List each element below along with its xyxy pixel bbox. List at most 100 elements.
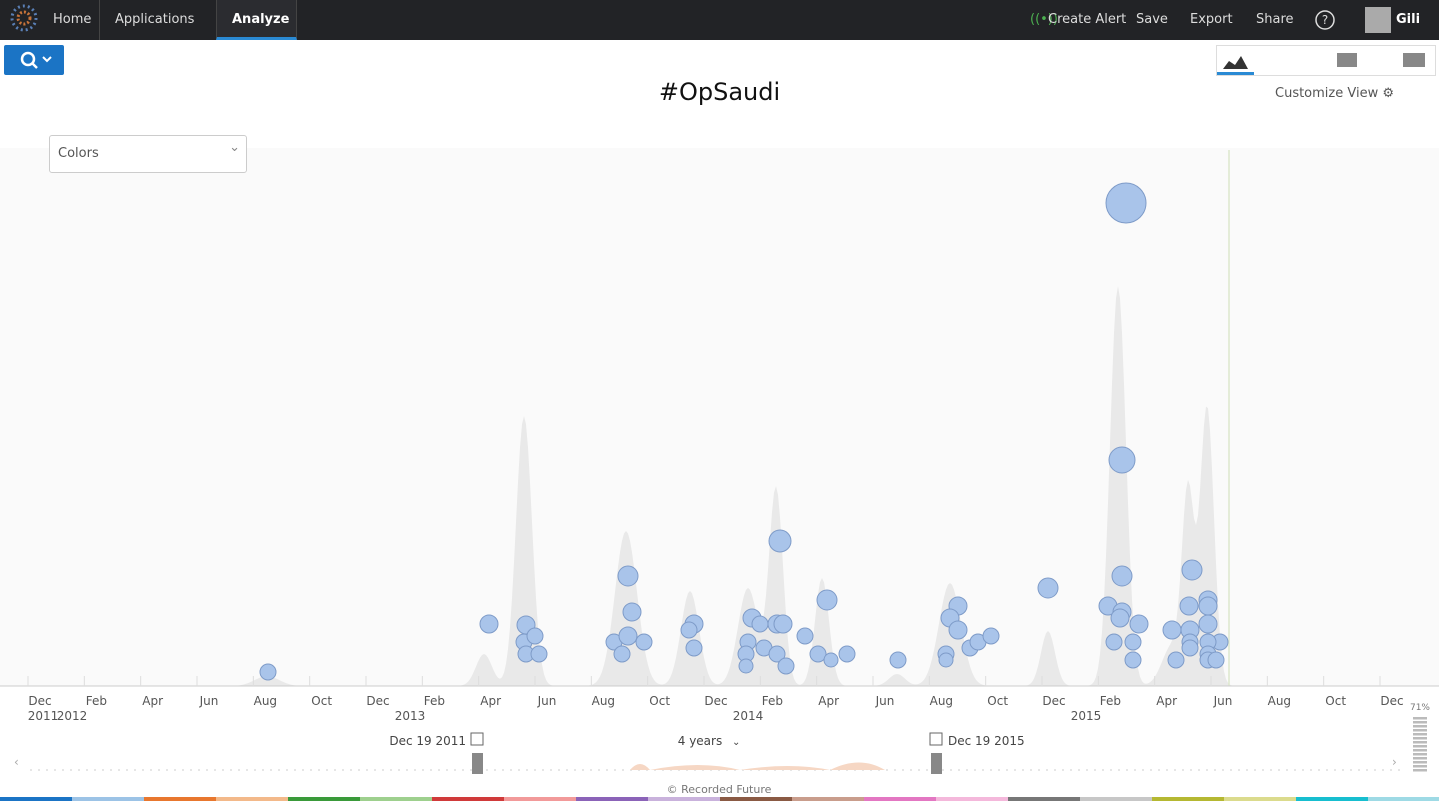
- range-caret: ⌄: [732, 737, 740, 748]
- event-bubble: [751, 615, 769, 633]
- color-strip: [936, 797, 1008, 801]
- event-bubble: [796, 627, 814, 645]
- colors-filter[interactable]: Colors ⌄: [49, 135, 247, 173]
- color-strip: [1224, 797, 1296, 801]
- event-bubble: [809, 645, 827, 663]
- zoom-step: [1413, 729, 1427, 732]
- range-span: 4 years: [678, 734, 722, 748]
- event-bubble: [816, 589, 838, 611]
- event-bubble: [1108, 446, 1136, 474]
- event-bubble: [1181, 639, 1199, 657]
- range-end: Dec 19 2015: [948, 734, 1025, 748]
- month-label: Oct: [311, 694, 332, 708]
- month-label: Apr: [142, 694, 163, 708]
- month-label: Dec: [28, 694, 51, 708]
- event-bubble: [1124, 651, 1142, 669]
- save-menu[interactable]: Save: [1136, 12, 1168, 27]
- month-label: Aug: [592, 694, 615, 708]
- color-strip: [504, 797, 576, 801]
- scroll-left: ‹: [14, 755, 19, 769]
- event-bubble: [259, 663, 277, 681]
- month-label: Aug: [254, 694, 277, 708]
- color-strip: [432, 797, 504, 801]
- zoom-step: [1413, 737, 1427, 740]
- color-strip: [1368, 797, 1439, 801]
- event-bubble: [948, 620, 968, 640]
- top-nav: Home Applications Analyze ((•)) Create A…: [0, 0, 1439, 40]
- event-bubble: [889, 651, 907, 669]
- color-strip: [216, 797, 288, 801]
- event-bubble: [982, 627, 1000, 645]
- export-menu[interactable]: Export: [1190, 12, 1233, 27]
- event-bubble: [618, 626, 638, 646]
- event-bubble: [1162, 620, 1182, 640]
- event-bubble: [938, 652, 954, 668]
- logo[interactable]: [8, 2, 48, 42]
- scroll-right: ›: [1392, 755, 1397, 769]
- month-label: Oct: [649, 694, 670, 708]
- month-label: Oct: [1325, 694, 1346, 708]
- event-bubble: [823, 652, 839, 668]
- event-bubble: [738, 658, 754, 674]
- calendar-icon: [470, 732, 484, 746]
- user-name[interactable]: Gili: [1396, 12, 1421, 27]
- color-strip: [648, 797, 720, 801]
- month-label: Oct: [987, 694, 1008, 708]
- month-label: Feb: [86, 694, 107, 708]
- customize-view[interactable]: Customize View ⚙: [1275, 86, 1395, 101]
- avatar[interactable]: [1365, 7, 1391, 33]
- month-label: Jun: [1213, 694, 1233, 708]
- mini-density: [630, 762, 885, 770]
- month-label: Jun: [537, 694, 557, 708]
- year-label: 2015: [1071, 709, 1102, 723]
- zoom-step: [1413, 769, 1427, 772]
- search-button[interactable]: [4, 45, 64, 75]
- zoom-step: [1413, 725, 1427, 728]
- create-alert[interactable]: Create Alert: [1048, 12, 1127, 27]
- event-bubble: [1037, 577, 1059, 599]
- event-bubble: [617, 565, 639, 587]
- nav-applications[interactable]: Applications: [115, 12, 195, 27]
- nav-home[interactable]: Home: [53, 12, 92, 27]
- customize-label[interactable]: Customize View: [1275, 86, 1379, 101]
- year-label: 2013: [395, 709, 426, 723]
- color-strip: [0, 797, 72, 801]
- month-label: Aug: [1268, 694, 1291, 708]
- event-bubble: [1110, 608, 1130, 628]
- month-label: Feb: [424, 694, 445, 708]
- event-bubble: [685, 639, 703, 657]
- month-label: Feb: [1100, 694, 1121, 708]
- year-label: 2011: [28, 709, 59, 723]
- event-bubble: [768, 645, 786, 663]
- page-title: #OpSaudi: [658, 78, 781, 106]
- color-strip: [576, 797, 648, 801]
- zoom-step: [1413, 721, 1427, 724]
- event-bubble: [526, 627, 544, 645]
- month-label: Apr: [1156, 694, 1177, 708]
- event-bubble: [635, 633, 653, 651]
- month-label: Jun: [199, 694, 219, 708]
- event-bubble: [680, 621, 698, 639]
- zoom-step: [1413, 717, 1427, 720]
- share-menu[interactable]: Share: [1256, 12, 1294, 27]
- month-label: Aug: [930, 694, 953, 708]
- zoom-step: [1413, 765, 1427, 768]
- color-strip: [1080, 797, 1152, 801]
- event-bubble: [622, 602, 642, 622]
- event-bubble: [613, 645, 631, 663]
- year-label: 2014: [733, 709, 764, 723]
- help[interactable]: ?: [1314, 9, 1336, 31]
- color-strip: [360, 797, 432, 801]
- event-bubble: [768, 529, 792, 553]
- view-switcher[interactable]: [1216, 45, 1436, 76]
- nav-analyze[interactable]: Analyze: [232, 12, 290, 27]
- event-bubble: [1198, 614, 1218, 634]
- color-strip: [1152, 797, 1224, 801]
- range-start: Dec 19 2011: [389, 734, 466, 748]
- event-bubble: [1179, 596, 1199, 616]
- color-strip: [792, 797, 864, 801]
- color-strip: [288, 797, 360, 801]
- event-bubble: [773, 614, 793, 634]
- event-bubble: [1181, 559, 1203, 581]
